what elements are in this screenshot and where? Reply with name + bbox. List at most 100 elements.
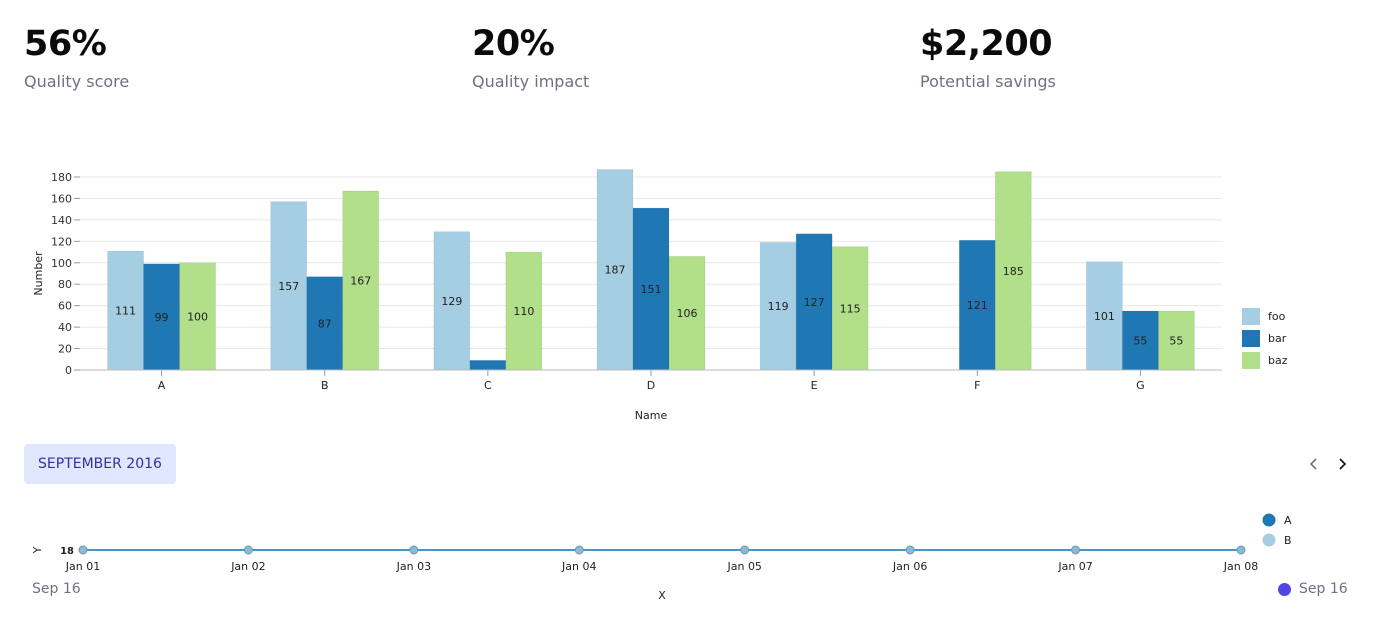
y-tick-label: 180 (51, 171, 72, 184)
legend-swatch-baz (1242, 352, 1260, 369)
data-label: 127 (804, 296, 825, 309)
data-label: 55 (1133, 335, 1147, 348)
x-axis-label: Name (635, 409, 668, 422)
y-tick-label: 20 (58, 343, 72, 356)
data-label: 115 (840, 302, 861, 315)
legend-swatch-bar (1242, 330, 1260, 347)
x-tick-label: E (811, 379, 818, 392)
data-point (409, 545, 419, 555)
range-dot-icon (1278, 582, 1291, 596)
data-point (1071, 545, 1081, 555)
legend-label-A: A (1284, 514, 1292, 527)
kpi-label: Quality score (24, 72, 130, 91)
bar-foo-D (596, 168, 634, 371)
x-tick-label: D (647, 379, 655, 392)
data-label: 111 (115, 304, 136, 317)
y-axis-label: Y (31, 546, 44, 554)
x-tick-label: Jan 01 (65, 560, 100, 573)
bar-bar-A (143, 263, 181, 371)
y-tick-label: 0 (65, 364, 72, 377)
x-tick-label: B (321, 379, 329, 392)
legend-dot-A (1262, 513, 1276, 527)
legend-swatch-foo (1242, 308, 1260, 325)
kpi-label: Potential savings (920, 72, 1056, 91)
chevron-right-icon (1339, 458, 1347, 470)
x-tick-label: F (974, 379, 980, 392)
bar-baz-A (179, 262, 217, 371)
bar-baz-D (668, 255, 706, 371)
kpi-label: Quality impact (472, 72, 590, 91)
data-label: 119 (768, 300, 789, 313)
data-label: 129 (441, 295, 462, 308)
data-label: 55 (1169, 335, 1183, 348)
kpi-value: $2,200 (920, 24, 1053, 64)
y-tick-label: 140 (51, 214, 72, 227)
data-label: 106 (677, 307, 698, 320)
data-point (1236, 545, 1246, 555)
range-end[interactable]: Sep 16 (1278, 581, 1348, 597)
bar-foo-B (270, 201, 308, 371)
data-point (740, 545, 750, 555)
y-axis-label: Number (32, 251, 45, 296)
y-tick-label: 120 (51, 235, 72, 248)
data-label: 87 (318, 317, 332, 330)
bar-bar-D (632, 207, 670, 371)
legend-label-baz: baz (1268, 354, 1288, 367)
month-picker-button[interactable]: SEPTEMBER 2016 (24, 444, 176, 484)
y-tick-label: 160 (51, 192, 72, 205)
data-label: 110 (513, 305, 534, 318)
data-point (78, 545, 88, 555)
bar-bar-B (306, 276, 344, 371)
x-tick-label: Jan 07 (1057, 560, 1092, 573)
y-tick-label: 100 (51, 257, 72, 270)
chevron-left-icon (1309, 458, 1317, 470)
x-tick-label: C (484, 379, 492, 392)
kpi-value: 20% (472, 24, 555, 64)
next-month-button[interactable] (1331, 452, 1353, 476)
data-label: 157 (278, 280, 299, 293)
data-point (905, 545, 915, 555)
data-label: 101 (1094, 310, 1115, 323)
bar-baz-E (831, 246, 869, 371)
x-tick-label: Jan 02 (230, 560, 265, 573)
x-tick-label: Jan 05 (726, 560, 761, 573)
legend-label-foo: foo (1268, 310, 1286, 323)
bar-foo-A (107, 250, 145, 371)
x-tick-label: A (158, 379, 166, 392)
line-chart: Y 18 Jan 01 Jan 02 Jan 03 Jan 04 Jan 05 Jan 06 J… (31, 513, 1292, 602)
legend-label-B: B (1284, 534, 1292, 547)
y-tick-label: 80 (58, 278, 72, 291)
kpi-quality-score: 56% Quality score (24, 22, 129, 91)
data-label: 151 (641, 283, 662, 296)
kpi-value: 56% (24, 24, 107, 64)
legend-label-bar: bar (1268, 332, 1287, 345)
bar-baz-C (505, 251, 543, 371)
x-tick-label: G (1136, 379, 1145, 392)
bar-bar-E (795, 233, 833, 371)
bar-baz-F (994, 171, 1032, 371)
kpi-quality-impact: 20% Quality impact (472, 22, 589, 91)
data-point (574, 545, 584, 555)
data-label: 121 (967, 299, 988, 312)
x-tick-label: Jan 03 (396, 560, 431, 573)
bar-foo-G (1085, 261, 1123, 371)
range-end-label: Sep 16 (1299, 581, 1348, 597)
bar-bar-C (469, 359, 507, 371)
y-tick-label: 18 (60, 546, 74, 557)
data-label: 100 (187, 310, 208, 323)
y-tick-label: 40 (58, 321, 72, 334)
bar-bar-F (958, 239, 996, 371)
grouped-bar-chart: 0 20 40 60 80 100 120 140 160 180 Number 111 99 100 A 1… (32, 168, 1288, 422)
data-label: 167 (350, 274, 371, 287)
range-start-label: Sep 16 (32, 581, 81, 597)
data-label: 185 (1003, 265, 1024, 278)
x-axis-label: X (658, 589, 666, 602)
x-tick-label: Jan 06 (892, 560, 927, 573)
kpi-potential-savings: $2,200 Potential savings (920, 22, 1056, 91)
legend-dot-B (1262, 533, 1276, 547)
x-tick-label: Jan 04 (561, 560, 596, 573)
x-tick-label: Jan 08 (1223, 560, 1258, 573)
y-tick-label: 60 (58, 300, 72, 313)
data-label: 187 (605, 264, 626, 277)
prev-month-button[interactable] (1303, 452, 1325, 476)
